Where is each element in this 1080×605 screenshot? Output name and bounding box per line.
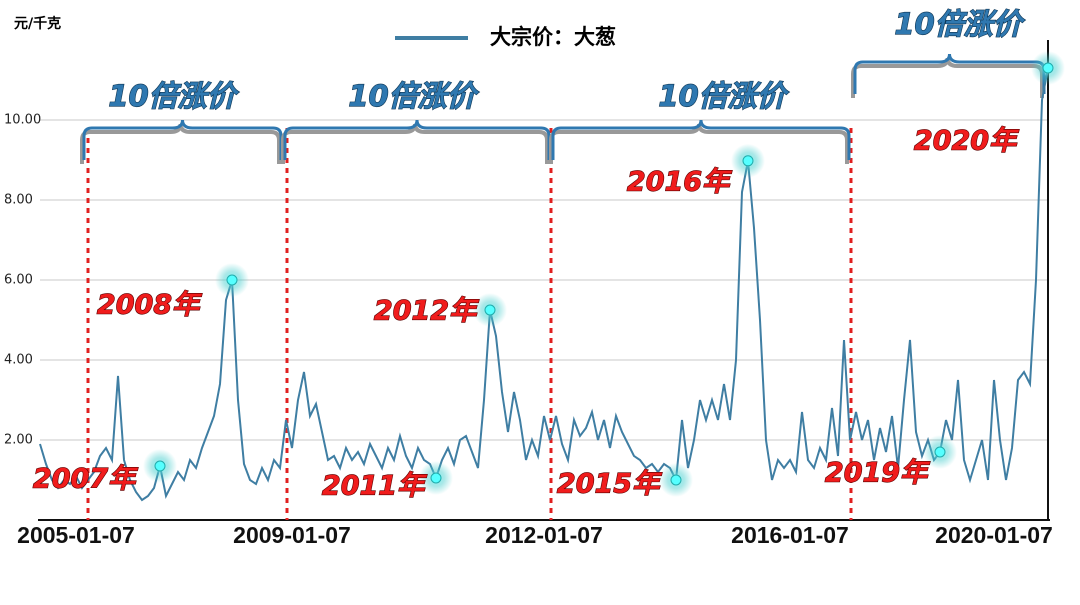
x-tick-label: 2005-01-07 (17, 522, 135, 548)
bracket-shadow (549, 123, 849, 164)
x-tick-label: 2012-01-07 (485, 522, 603, 548)
x-tick-label: 2016-01-07 (731, 522, 849, 548)
y-axis-label: 元/千克 (14, 15, 61, 32)
highlight-point (154, 460, 166, 472)
bracket (283, 119, 551, 160)
bracket (551, 119, 851, 160)
y-tick-label: 8.00 (4, 193, 33, 208)
highlight-point (670, 474, 682, 486)
bracket-label: 10倍涨价 (348, 79, 479, 113)
highlight-point (430, 472, 442, 484)
year-annotation: 2007年 (33, 464, 138, 495)
y-tick-label: 4.00 (4, 353, 33, 368)
x-tick-label: 2009-01-07 (233, 522, 351, 548)
highlight-point (934, 446, 946, 458)
bracket-label: 10倍涨价 (108, 79, 239, 113)
year-annotation: 2012年 (374, 296, 479, 327)
bracket-shadow (851, 57, 1044, 98)
year-annotation: 2011年 (322, 471, 427, 502)
highlight-point (484, 304, 496, 316)
highlight-point (742, 155, 754, 167)
bracket-shadow (80, 123, 281, 164)
bracket-shadow (281, 123, 549, 164)
x-tick-label: 2020-01-07 (935, 522, 1053, 548)
legend-label: 大宗价：大葱 (490, 25, 616, 49)
highlight-point (1042, 62, 1054, 74)
bracket (82, 119, 283, 160)
bracket-label: 10倍涨价 (658, 79, 789, 113)
highlight-point (226, 274, 238, 286)
bracket-label: 10倍涨价 (894, 7, 1025, 41)
year-annotation: 2008年 (97, 290, 202, 321)
y-tick-label: 6.00 (4, 273, 33, 288)
year-annotation: 2020年 (914, 126, 1019, 157)
year-annotation: 2019年 (825, 458, 930, 489)
y-tick-label: 2.00 (4, 433, 33, 448)
year-annotation: 2016年 (627, 167, 732, 198)
y-tick-label: 10.00 (4, 113, 41, 128)
year-annotation: 2015年 (557, 469, 662, 500)
line-series (39, 67, 1049, 502)
